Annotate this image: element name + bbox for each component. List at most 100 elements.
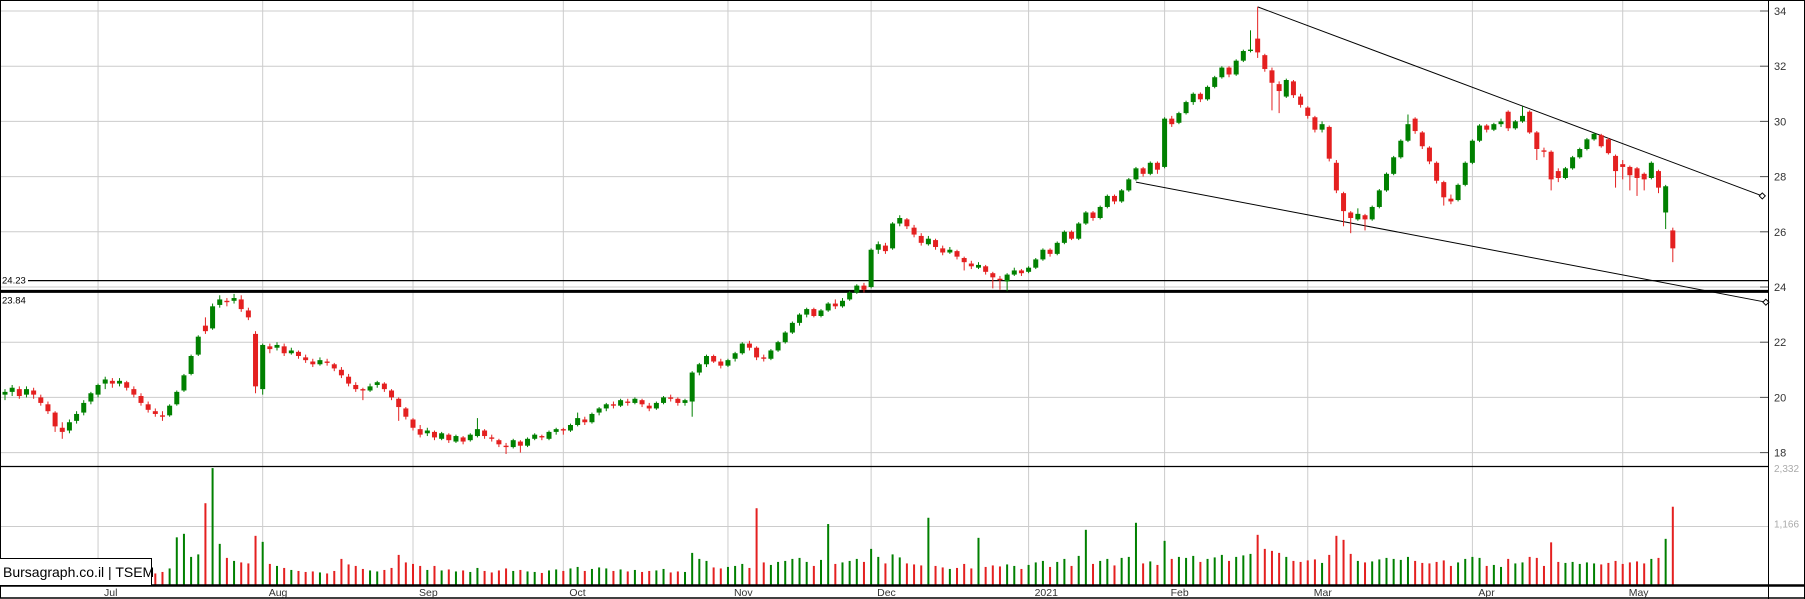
candle-body — [1534, 132, 1540, 149]
candle-body — [195, 336, 201, 355]
volume-bar — [1328, 554, 1331, 585]
candle-body — [868, 249, 874, 287]
volume-bar — [397, 554, 400, 585]
volume-bar — [1542, 565, 1545, 585]
candle-body — [1605, 139, 1611, 154]
candle-body — [188, 356, 194, 374]
candle-body — [224, 300, 230, 303]
volume-bar — [1027, 564, 1030, 585]
candle-body — [1205, 86, 1211, 100]
candle-body — [1018, 270, 1024, 274]
candle-body — [517, 441, 523, 446]
candle-body — [288, 350, 294, 354]
trendline-end-diamond-marker — [1758, 192, 1766, 200]
volume-bar — [891, 554, 894, 585]
candle-body — [1419, 132, 1425, 147]
candle-body — [696, 364, 702, 373]
candle-body — [1570, 157, 1576, 169]
candle-body — [1026, 267, 1032, 272]
month-label: Dec — [877, 587, 896, 599]
candle-body — [1305, 107, 1311, 116]
volume-bar — [676, 571, 679, 585]
volume-bar — [1585, 562, 1588, 585]
volume-bar — [1142, 563, 1145, 585]
volume-bar — [419, 565, 422, 585]
candle-body — [933, 240, 939, 247]
candle-body — [353, 384, 359, 390]
volume-bar — [1514, 563, 1517, 585]
volume-bar — [1263, 548, 1266, 585]
volume-bar — [1192, 555, 1195, 585]
volume-bar — [426, 569, 429, 585]
volume-bar — [669, 572, 672, 585]
month-label: Sep — [419, 587, 438, 599]
volume-bar — [884, 563, 887, 585]
volume-bar — [347, 564, 350, 585]
volume-bar — [469, 571, 472, 585]
volume-bar — [820, 559, 823, 585]
volume-bar — [1435, 561, 1438, 585]
volume-bar — [991, 565, 994, 585]
volume-bar — [1041, 560, 1044, 585]
volume-bar — [1199, 561, 1202, 585]
candle-body — [1462, 162, 1468, 185]
volume-bar — [583, 570, 586, 585]
candle-body — [718, 361, 724, 366]
candle-body — [446, 434, 452, 441]
volume-bar — [1335, 535, 1338, 585]
candle-body — [940, 248, 946, 253]
volume-bar — [1270, 550, 1273, 585]
candle-body — [338, 369, 344, 376]
volume-bar — [684, 571, 687, 585]
volume-bar — [240, 562, 243, 585]
candle-body — [1247, 49, 1253, 52]
volume-bar — [1621, 563, 1624, 585]
candle-body — [138, 396, 144, 403]
volume-bar — [855, 558, 858, 585]
candle-body — [431, 431, 437, 438]
candle-body — [703, 356, 709, 365]
candle-body — [1090, 212, 1096, 218]
volume-bar — [655, 570, 658, 585]
candle-body — [253, 333, 259, 387]
candle-body — [847, 292, 853, 300]
volume-bar — [1256, 534, 1259, 585]
candle-body — [1369, 206, 1375, 220]
volume-bar — [1242, 555, 1245, 585]
candle-body — [725, 360, 731, 366]
volume-bar — [741, 563, 744, 585]
volume-bar — [1342, 539, 1345, 585]
candle-body — [525, 438, 531, 446]
volume-bar — [1356, 560, 1359, 585]
volume-bar — [204, 503, 207, 585]
candle-body — [997, 278, 1003, 281]
candle-body — [825, 303, 831, 311]
volume-bar — [562, 570, 565, 585]
candle-body — [238, 299, 244, 310]
volume-bar — [934, 565, 937, 585]
candle-body — [596, 408, 602, 413]
candle-body — [975, 264, 981, 268]
candle-body — [1434, 162, 1440, 181]
volume-bar — [1278, 552, 1281, 585]
candle-body — [890, 223, 896, 249]
candle-body — [1319, 124, 1325, 130]
candle-body — [1405, 124, 1411, 141]
volume-bar — [290, 569, 293, 585]
month-label: 2021 — [1035, 587, 1059, 599]
volume-bar — [1578, 563, 1581, 585]
candle-body — [367, 386, 373, 391]
volume-bar — [576, 566, 579, 585]
candle-body — [2, 391, 8, 395]
candle-body — [711, 356, 717, 362]
candle-body — [1269, 70, 1275, 83]
candle-body — [1111, 195, 1117, 202]
volume-bar — [1070, 565, 1073, 585]
candle-body — [689, 372, 695, 402]
candle-body — [1362, 215, 1368, 220]
volume-bar — [1206, 558, 1209, 585]
volume-bar — [1614, 560, 1617, 585]
candle-body — [31, 390, 37, 395]
candle-body — [1383, 173, 1389, 191]
